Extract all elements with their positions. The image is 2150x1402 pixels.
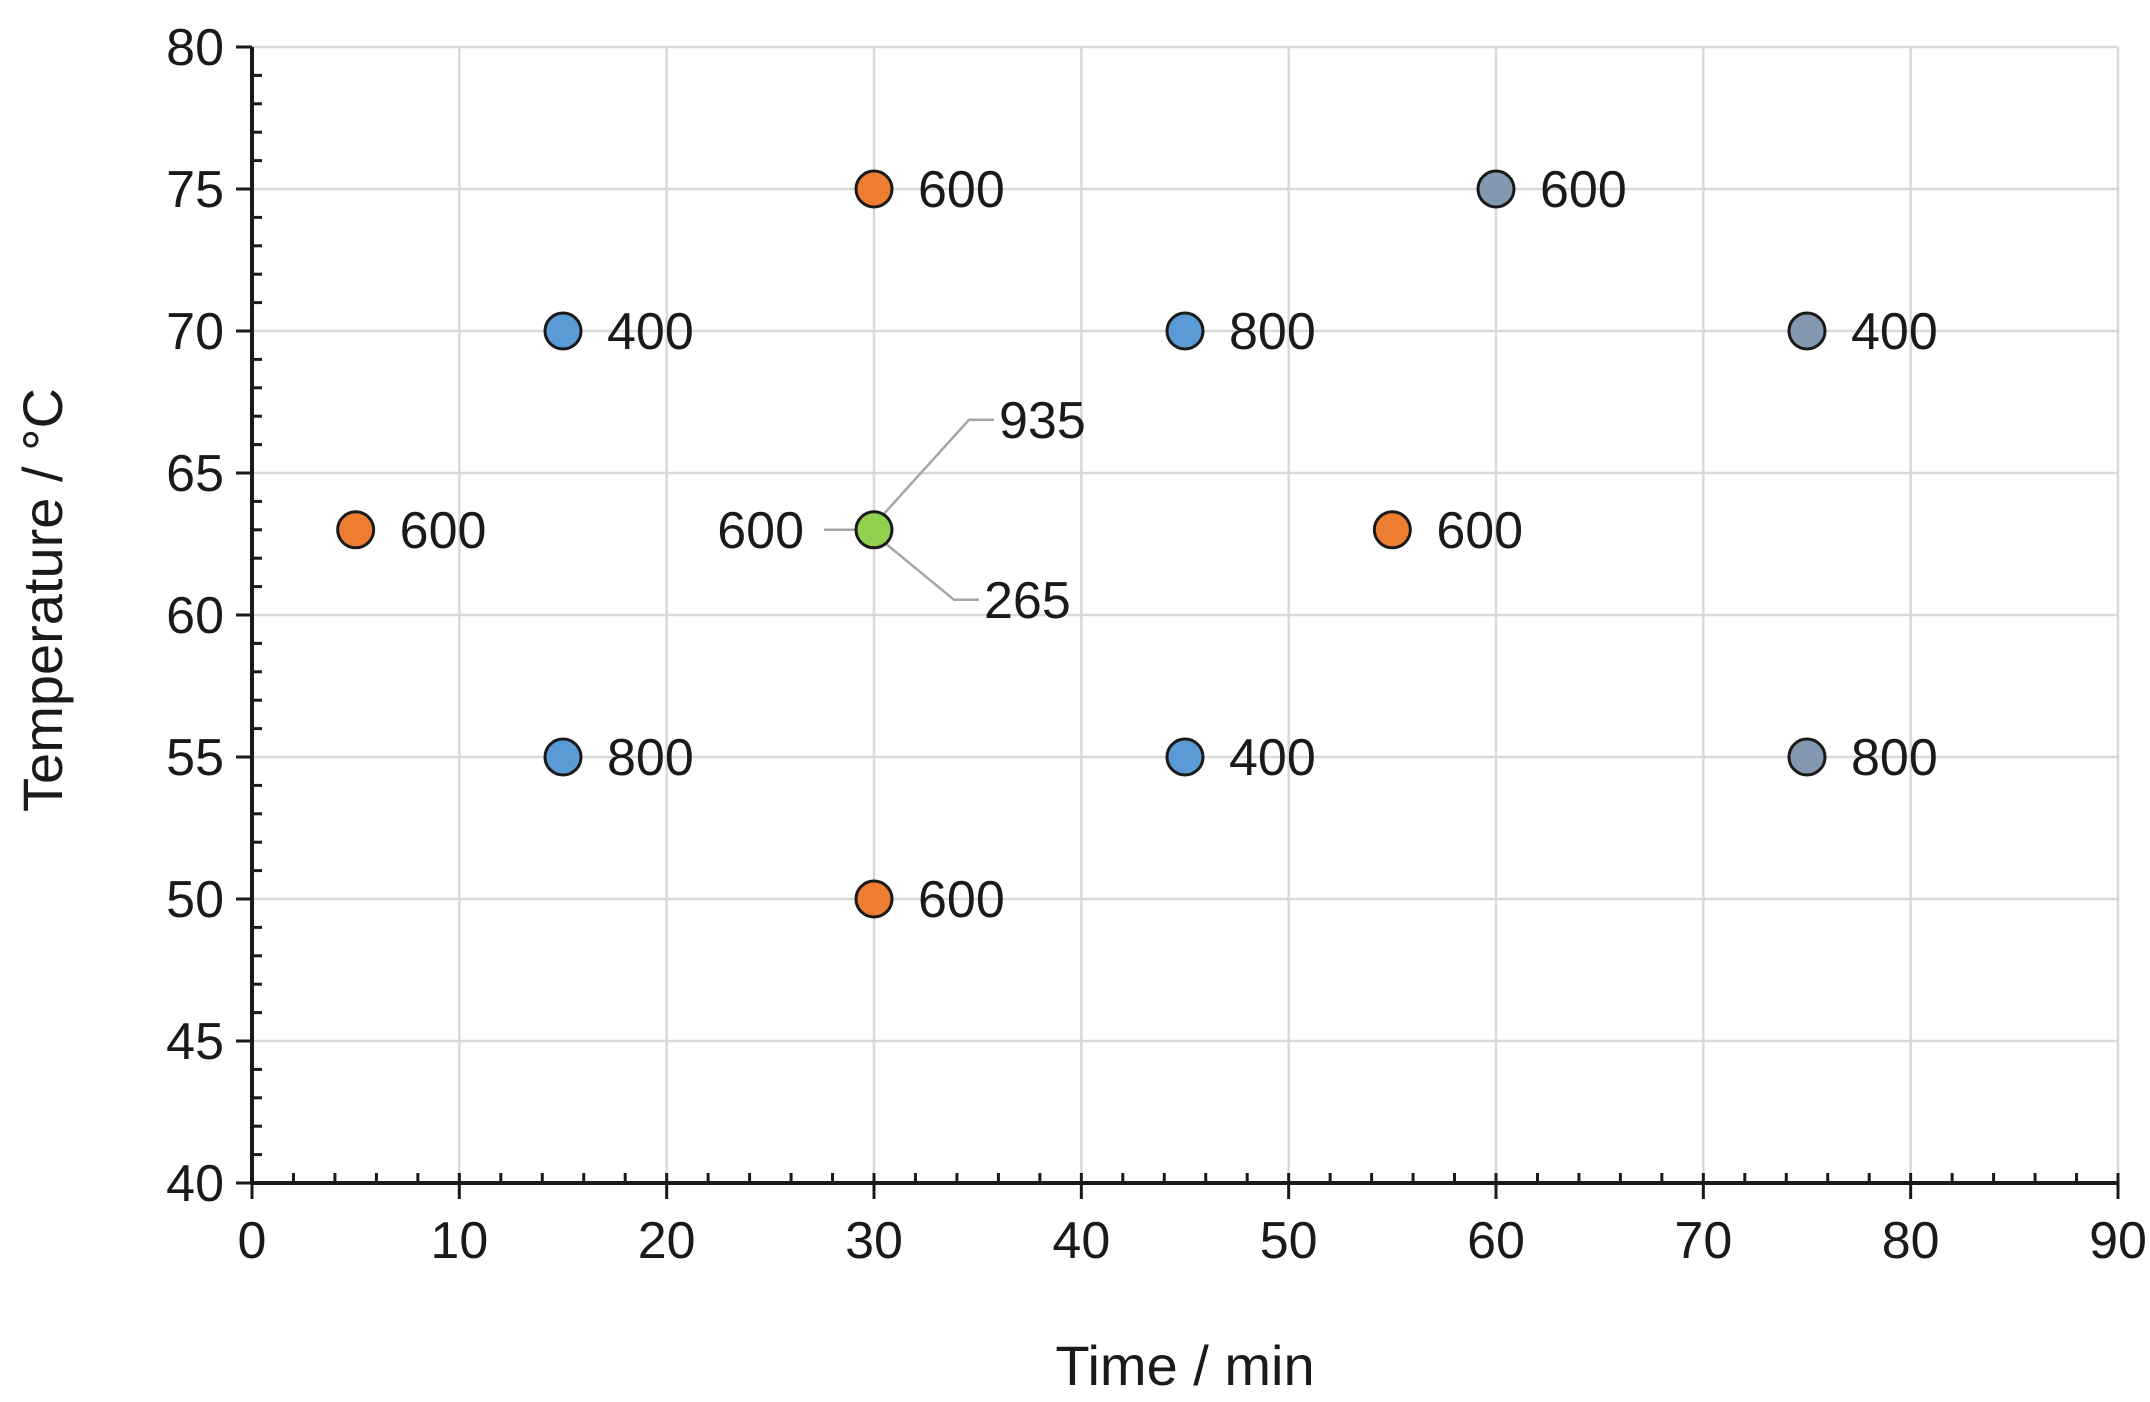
- point-labels: 400 800 800 400 600 600 600 600 600 400 800 935 600 2…: [400, 161, 1938, 929]
- point-label: 400: [1229, 729, 1316, 787]
- point-label-upper: 935: [999, 392, 1086, 450]
- data-point-blue: [1165, 737, 1205, 777]
- point-label: 800: [1229, 303, 1316, 361]
- y-tick-label: 60: [166, 587, 224, 645]
- data-point-gray: [1476, 169, 1516, 209]
- leader-line-upper: [883, 418, 994, 515]
- data-point-blue: [543, 311, 583, 351]
- data-point-blue: [1165, 311, 1205, 351]
- x-tick-label: 40: [1052, 1212, 1110, 1270]
- y-axis-label: Temperature / °C: [11, 388, 74, 812]
- y-tick-label: 55: [166, 729, 224, 787]
- y-tick-label: 75: [166, 161, 224, 219]
- leader-lines: [824, 418, 994, 602]
- x-tick-label: 60: [1467, 1212, 1525, 1270]
- data-points: [336, 169, 1827, 919]
- data-point-gray: [1787, 311, 1827, 351]
- point-label-lower: 265: [984, 572, 1071, 630]
- point-label-left: 600: [717, 502, 804, 560]
- point-label: 600: [1540, 161, 1627, 219]
- point-label: 600: [400, 502, 487, 560]
- x-tick-label: 10: [430, 1212, 488, 1270]
- y-tick-label: 40: [166, 1155, 224, 1213]
- x-axis-label: Time / min: [1055, 1334, 1314, 1397]
- point-label: 400: [1851, 303, 1938, 361]
- data-point-orange: [854, 169, 894, 209]
- x-tick-label: 70: [1674, 1212, 1732, 1270]
- y-tick-label: 50: [166, 871, 224, 929]
- point-label: 800: [1851, 729, 1938, 787]
- y-tick-labels: 40 45 50 55 60 65 70 75 80: [166, 19, 224, 1213]
- grid-lines: [252, 45, 2120, 1183]
- data-point-orange: [1372, 510, 1412, 550]
- x-tick-label: 90: [2089, 1212, 2147, 1270]
- x-tick-labels: 0 10 20 30 40 50 60 70 80 90: [238, 1212, 2147, 1270]
- y-tick-label: 70: [166, 303, 224, 361]
- x-tick-label: 20: [638, 1212, 696, 1270]
- point-label: 600: [1436, 502, 1523, 560]
- leader-line-lower: [885, 542, 979, 602]
- data-point-orange: [854, 879, 894, 919]
- point-label: 600: [918, 161, 1005, 219]
- data-point-green: [854, 510, 894, 550]
- point-label: 400: [607, 303, 694, 361]
- x-tick-label: 0: [238, 1212, 267, 1270]
- point-label: 600: [918, 871, 1005, 929]
- x-tick-label: 30: [845, 1212, 903, 1270]
- x-tick-label: 50: [1260, 1212, 1318, 1270]
- y-tick-label: 80: [166, 19, 224, 77]
- x-tick-label: 80: [1882, 1212, 1940, 1270]
- axes: [236, 45, 2120, 1199]
- data-point-orange: [336, 510, 376, 550]
- y-tick-label: 45: [166, 1013, 224, 1071]
- point-label: 800: [607, 729, 694, 787]
- data-point-blue: [543, 737, 583, 777]
- y-tick-label: 65: [166, 445, 224, 503]
- data-point-gray: [1787, 737, 1827, 777]
